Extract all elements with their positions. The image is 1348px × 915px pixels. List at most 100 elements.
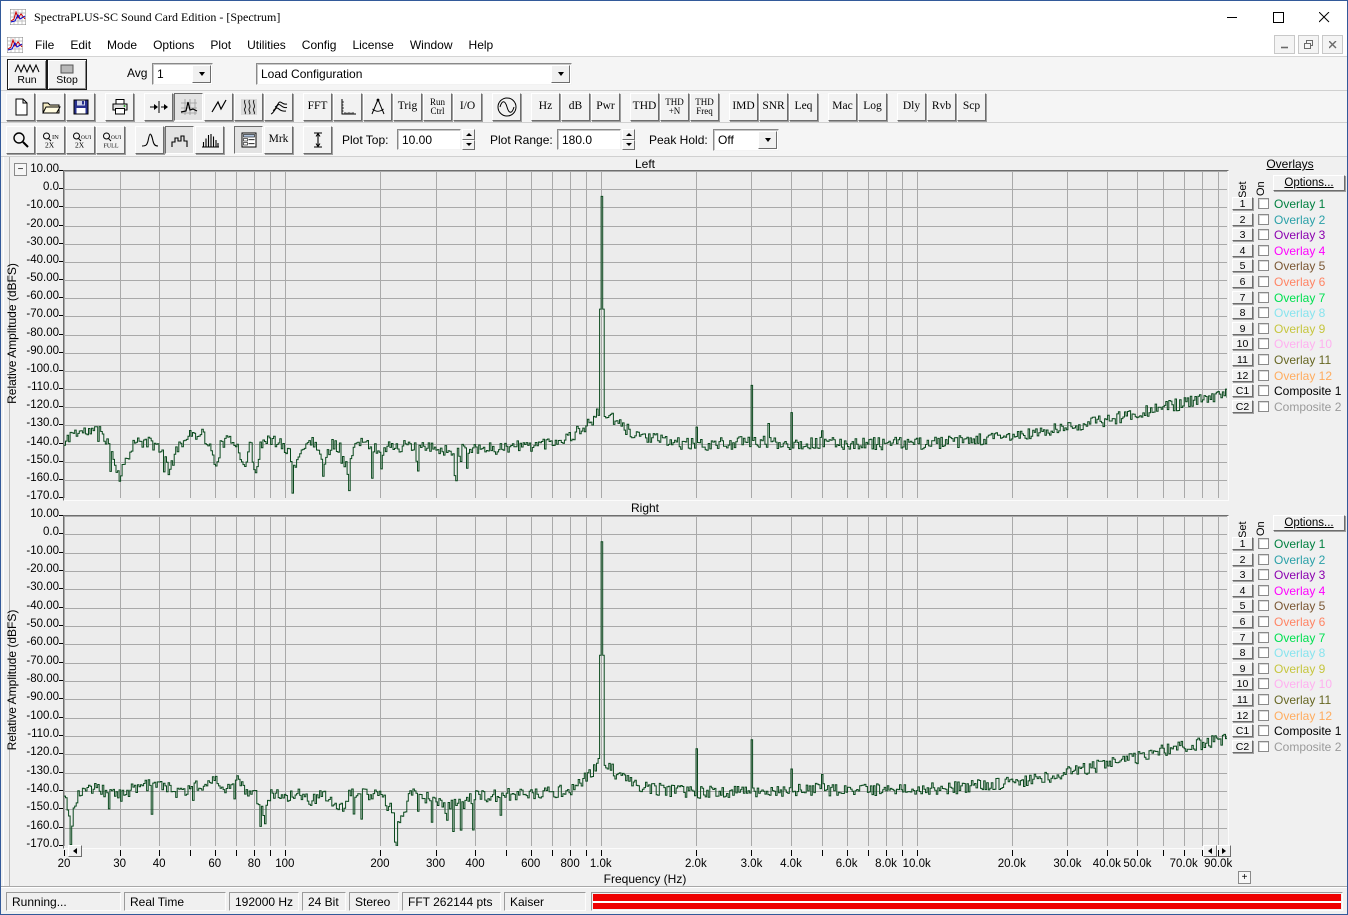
- overlay-on-checkbox-9[interactable]: [1258, 322, 1269, 334]
- plot-top-spinner[interactable]: [462, 129, 475, 150]
- peak-hold-combobox[interactable]: Off: [713, 129, 779, 151]
- db-button[interactable]: dB: [561, 92, 590, 121]
- scroll-left-button[interactable]: [1203, 845, 1217, 857]
- scroll-left-button[interactable]: [68, 845, 82, 857]
- overlay-set-button-4[interactable]: 4: [1232, 583, 1253, 597]
- overlay-on-checkbox-6[interactable]: [1258, 276, 1269, 287]
- overlay-set-button-5[interactable]: 5: [1232, 599, 1253, 613]
- menu-utilities[interactable]: Utilities: [247, 37, 286, 52]
- collapse-button[interactable]: −: [14, 163, 27, 176]
- minimize-button[interactable]: [1209, 1, 1255, 33]
- menu-plot[interactable]: Plot: [210, 37, 232, 52]
- scaling-button[interactable]: [333, 92, 362, 121]
- load-configuration-combobox[interactable]: Load Configuration: [256, 63, 572, 85]
- overlay-on-checkbox-3[interactable]: [1258, 569, 1269, 581]
- maximize-button[interactable]: [1255, 1, 1301, 33]
- hz-button[interactable]: Hz: [531, 92, 560, 121]
- overlay-set-button-12[interactable]: 12: [1232, 708, 1253, 722]
- mdi-close-button[interactable]: [1322, 35, 1343, 54]
- marker-button[interactable]: Mrk: [264, 125, 293, 154]
- overlay-set-button-5[interactable]: 5: [1232, 259, 1253, 273]
- macro-button[interactable]: Mac: [828, 92, 857, 121]
- plot-top-input[interactable]: [398, 130, 464, 149]
- scroll-right-button[interactable]: [1217, 845, 1231, 857]
- spectrum-view-button[interactable]: [174, 92, 203, 121]
- overlay-set-button-10[interactable]: 10: [1232, 677, 1253, 691]
- overlay-set-button-c1[interactable]: C1: [1232, 724, 1253, 738]
- overlay-set-button-8[interactable]: 8: [1232, 646, 1253, 660]
- zoom-in-2x-button[interactable]: IN 2X: [36, 125, 65, 154]
- overlay-on-checkbox-9[interactable]: [1258, 662, 1269, 674]
- overlay-set-button-3[interactable]: 3: [1232, 228, 1253, 242]
- overlay-set-button-12[interactable]: 12: [1232, 368, 1253, 382]
- menu-options[interactable]: Options: [153, 37, 195, 52]
- overlay-on-checkbox-6[interactable]: [1258, 616, 1269, 627]
- overlay-on-checkbox-1[interactable]: [1258, 538, 1269, 549]
- overlay-options-button[interactable]: Options...: [1273, 175, 1345, 191]
- menu-edit[interactable]: Edit: [70, 37, 92, 52]
- overlay-set-button-4[interactable]: 4: [1232, 243, 1253, 257]
- signal-generator-button[interactable]: [492, 92, 521, 121]
- overlay-on-checkbox-11[interactable]: [1258, 354, 1269, 365]
- open-file-button[interactable]: [36, 92, 65, 121]
- overlay-on-checkbox-c1[interactable]: [1258, 725, 1269, 737]
- menu-license[interactable]: License: [352, 37, 394, 52]
- input-signal-button[interactable]: [144, 92, 173, 121]
- logging-button[interactable]: Log: [858, 92, 887, 121]
- new-file-button[interactable]: [6, 92, 35, 121]
- overlay-set-button-11[interactable]: 11: [1232, 353, 1253, 366]
- overlay-options-button[interactable]: Options...: [1273, 515, 1345, 531]
- line-plot-button[interactable]: [135, 125, 164, 154]
- thd-freq-button[interactable]: THD Freq: [690, 92, 719, 121]
- step-plot-button[interactable]: [165, 125, 194, 154]
- thd-button[interactable]: THD: [630, 92, 659, 121]
- overlay-on-checkbox-11[interactable]: [1258, 694, 1269, 705]
- plot-range-input[interactable]: [558, 130, 624, 149]
- stop-button[interactable]: Stop: [47, 59, 87, 90]
- delay-button[interactable]: Dly: [897, 92, 926, 121]
- overlay-on-checkbox-8[interactable]: [1258, 307, 1269, 319]
- menu-file[interactable]: File: [35, 37, 55, 52]
- overlay-set-button-c2[interactable]: C2: [1232, 739, 1253, 753]
- overlay-set-button-7[interactable]: 7: [1232, 290, 1253, 304]
- thd-n-button[interactable]: THD +N: [660, 92, 689, 121]
- overlay-set-button-9[interactable]: 9: [1232, 661, 1253, 675]
- save-button[interactable]: [66, 92, 95, 121]
- avg-combobox[interactable]: 1: [152, 63, 213, 85]
- measure-button[interactable]: [363, 92, 392, 121]
- scope-button[interactable]: Scp: [957, 92, 986, 121]
- overlay-set-button-7[interactable]: 7: [1232, 630, 1253, 644]
- overlay-on-checkbox-7[interactable]: [1258, 631, 1269, 643]
- amplitude-range-button[interactable]: [303, 125, 332, 154]
- run-button[interactable]: Run: [7, 59, 47, 90]
- time-series-view-button[interactable]: [204, 92, 233, 121]
- overlay-on-checkbox-5[interactable]: [1258, 600, 1269, 612]
- overlay-on-checkbox-2[interactable]: [1258, 553, 1269, 565]
- overlay-set-button-1[interactable]: 1: [1232, 197, 1253, 210]
- overlay-on-checkbox-4[interactable]: [1258, 584, 1269, 596]
- overlay-set-button-11[interactable]: 11: [1232, 693, 1253, 706]
- mdi-minimize-button[interactable]: [1274, 35, 1295, 54]
- surface-view-button[interactable]: [264, 92, 293, 121]
- mdi-restore-button[interactable]: [1298, 35, 1319, 54]
- chevron-down-icon[interactable]: [192, 65, 211, 83]
- overlay-set-button-1[interactable]: 1: [1232, 537, 1253, 550]
- chevron-down-icon[interactable]: [758, 131, 777, 149]
- overlay-on-checkbox-10[interactable]: [1258, 338, 1269, 350]
- close-button[interactable]: [1301, 1, 1347, 33]
- overlay-on-checkbox-12[interactable]: [1258, 369, 1269, 381]
- pwr-button[interactable]: Pwr: [591, 92, 620, 121]
- bar-plot-button[interactable]: [195, 125, 224, 154]
- menu-mode[interactable]: Mode: [107, 37, 138, 52]
- overlay-on-checkbox-2[interactable]: [1258, 213, 1269, 225]
- fft-settings-button[interactable]: FFT: [303, 92, 332, 121]
- zoom-out-full-button[interactable]: OUT FULL: [96, 125, 125, 154]
- zoom-out-2x-button[interactable]: OUT2X: [66, 125, 95, 154]
- overlay-set-button-c1[interactable]: C1: [1232, 384, 1253, 398]
- spectrogram-view-button[interactable]: [234, 92, 263, 121]
- spectrum-plot-right[interactable]: [64, 516, 1228, 847]
- reverb-button[interactable]: Rvb: [927, 92, 956, 121]
- overlay-set-button-10[interactable]: 10: [1232, 337, 1253, 351]
- spectrum-plot-left[interactable]: [64, 171, 1228, 499]
- overlay-on-checkbox-c2[interactable]: [1258, 400, 1269, 412]
